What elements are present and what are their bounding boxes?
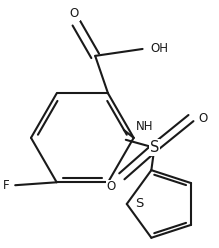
Text: S: S [135,197,143,211]
Text: F: F [3,179,9,192]
Text: O: O [107,180,116,193]
Text: OH: OH [150,42,168,56]
Text: O: O [199,112,208,124]
Text: O: O [70,7,79,20]
Text: NH: NH [136,121,153,133]
Text: S: S [150,140,159,155]
